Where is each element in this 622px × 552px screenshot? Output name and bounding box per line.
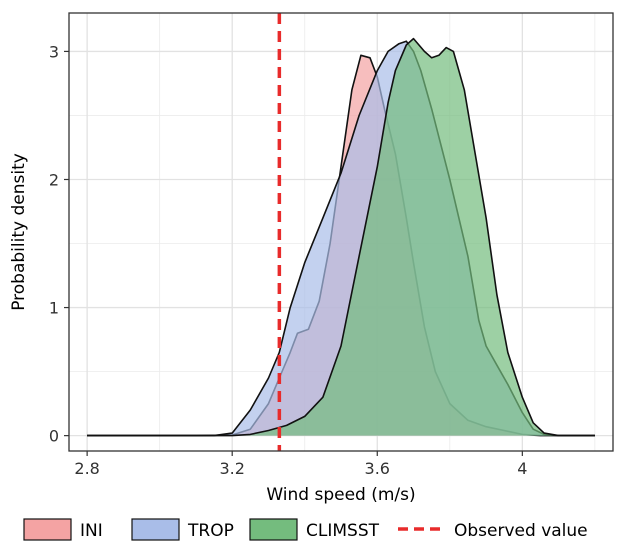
legend-label-observed-value: Observed value bbox=[454, 521, 588, 541]
density-curves bbox=[87, 37, 595, 437]
density-area-climsst bbox=[87, 38, 595, 436]
legend-key-ini bbox=[23, 518, 72, 541]
density-outline-climsst bbox=[87, 37, 595, 437]
x-tick-label: 2.8 bbox=[74, 459, 99, 478]
plot-panel-border bbox=[68, 12, 614, 452]
y-tick-label: 1 bbox=[49, 299, 59, 318]
y-tick-label: 2 bbox=[49, 170, 59, 189]
y-axis-title: Probability density bbox=[9, 153, 29, 311]
x-axis-ticks: 2.8 3.2 3.6 4 bbox=[74, 451, 527, 478]
legend-label-trop: TROP bbox=[187, 521, 234, 541]
x-tick-label: 3.2 bbox=[219, 459, 244, 478]
y-tick-label: 3 bbox=[49, 42, 59, 61]
x-tick-label: 3.6 bbox=[365, 459, 390, 478]
legend: INI TROP CLIMSST Observed value bbox=[23, 518, 588, 541]
x-axis-title: Wind speed (m/s) bbox=[266, 485, 415, 505]
x-tick-label: 4 bbox=[517, 459, 527, 478]
legend-label-climsst: CLIMSST bbox=[306, 521, 380, 541]
legend-label-ini: INI bbox=[80, 521, 103, 541]
legend-key-climsst bbox=[249, 518, 298, 541]
y-tick-label: 0 bbox=[49, 427, 59, 446]
legend-key-trop bbox=[131, 518, 180, 541]
y-axis-ticks: 0 1 2 3 bbox=[49, 42, 69, 446]
